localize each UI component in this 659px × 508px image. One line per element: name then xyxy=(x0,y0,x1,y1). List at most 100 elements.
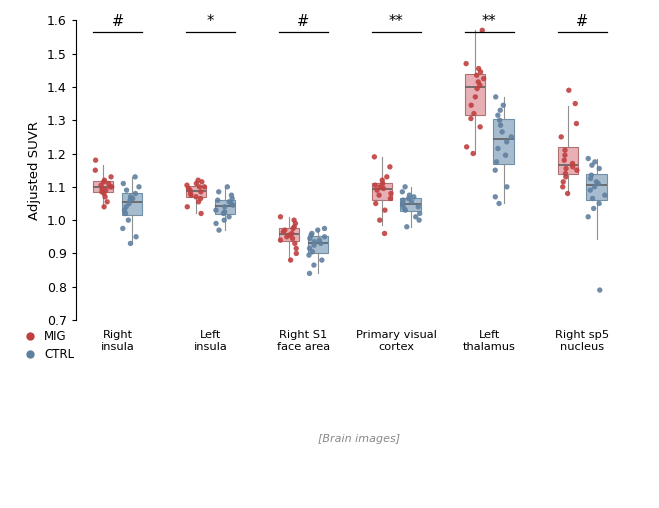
Point xyxy=(374,216,385,224)
Point xyxy=(316,256,327,264)
Legend: MIG, CTRL: MIG, CTRL xyxy=(18,330,74,361)
Point xyxy=(218,209,229,217)
Point xyxy=(102,198,113,206)
Bar xyxy=(494,119,514,164)
Point xyxy=(590,158,600,166)
Point xyxy=(275,213,286,221)
Point xyxy=(182,203,192,211)
Bar xyxy=(215,200,235,214)
Bar xyxy=(279,228,299,241)
Point xyxy=(571,166,582,174)
Point xyxy=(594,165,604,173)
Point xyxy=(400,206,411,214)
Point xyxy=(127,195,138,203)
Point xyxy=(199,183,210,191)
Point xyxy=(591,178,602,186)
Point xyxy=(211,206,221,214)
Point xyxy=(279,226,290,234)
Point xyxy=(312,226,323,234)
Point xyxy=(461,143,472,151)
Point xyxy=(372,186,382,194)
Point xyxy=(406,198,416,206)
Point xyxy=(466,101,476,109)
Point xyxy=(288,225,299,233)
Point xyxy=(125,196,135,204)
Y-axis label: Adjusted SUVR: Adjusted SUVR xyxy=(28,121,42,219)
Point xyxy=(399,204,409,212)
Point xyxy=(278,228,289,236)
Text: #: # xyxy=(576,14,588,28)
Point xyxy=(289,216,299,224)
Point xyxy=(130,189,140,198)
Point xyxy=(98,178,109,186)
Point xyxy=(194,183,205,191)
Text: #: # xyxy=(297,14,310,28)
Point xyxy=(492,158,502,166)
Point xyxy=(474,81,485,89)
Point xyxy=(378,184,389,193)
Bar xyxy=(558,147,578,174)
Point xyxy=(319,225,330,233)
Point xyxy=(105,183,116,191)
Bar xyxy=(587,174,607,200)
Point xyxy=(478,75,489,83)
Point xyxy=(589,183,600,191)
Point xyxy=(475,68,486,76)
Point xyxy=(593,179,604,187)
Point xyxy=(183,184,194,193)
Point xyxy=(369,153,380,161)
Point xyxy=(316,239,326,247)
Point xyxy=(583,154,594,163)
Point xyxy=(461,59,471,68)
Point xyxy=(470,93,480,101)
Point xyxy=(222,183,233,191)
Point xyxy=(477,26,488,35)
Text: [Brain images]: [Brain images] xyxy=(318,434,400,444)
Point xyxy=(191,193,202,201)
Point xyxy=(227,195,237,203)
Point xyxy=(196,195,206,203)
Point xyxy=(559,156,569,164)
Bar xyxy=(186,186,206,197)
Point xyxy=(304,269,315,277)
Point xyxy=(380,230,390,238)
Point xyxy=(370,200,381,208)
Point xyxy=(466,114,476,122)
Point xyxy=(382,173,392,181)
Point xyxy=(320,233,330,241)
Point xyxy=(411,213,421,221)
Point xyxy=(134,183,144,191)
Point xyxy=(385,195,395,203)
Point xyxy=(103,179,114,187)
Point xyxy=(497,128,507,136)
Text: #: # xyxy=(111,14,124,28)
Point xyxy=(99,176,109,184)
Point xyxy=(370,181,380,189)
Point xyxy=(226,200,237,208)
Point xyxy=(398,196,409,204)
Point xyxy=(306,230,317,238)
Point xyxy=(403,195,414,203)
Point xyxy=(125,239,136,247)
Point xyxy=(471,71,482,79)
Point xyxy=(304,244,315,252)
Point xyxy=(377,176,387,184)
Point xyxy=(193,198,204,206)
Point xyxy=(99,189,109,198)
Text: **: ** xyxy=(482,14,497,28)
Point xyxy=(289,239,300,247)
Point xyxy=(585,186,596,194)
Point xyxy=(588,204,599,212)
Point xyxy=(558,183,568,191)
Point xyxy=(291,244,301,252)
Point xyxy=(404,191,415,199)
Point xyxy=(90,156,101,164)
Point xyxy=(309,241,320,249)
Point xyxy=(583,213,594,221)
Point xyxy=(196,188,206,196)
Point xyxy=(397,200,408,208)
Point xyxy=(469,110,479,118)
Point xyxy=(571,119,582,128)
Point xyxy=(97,184,107,193)
Point xyxy=(287,234,298,242)
